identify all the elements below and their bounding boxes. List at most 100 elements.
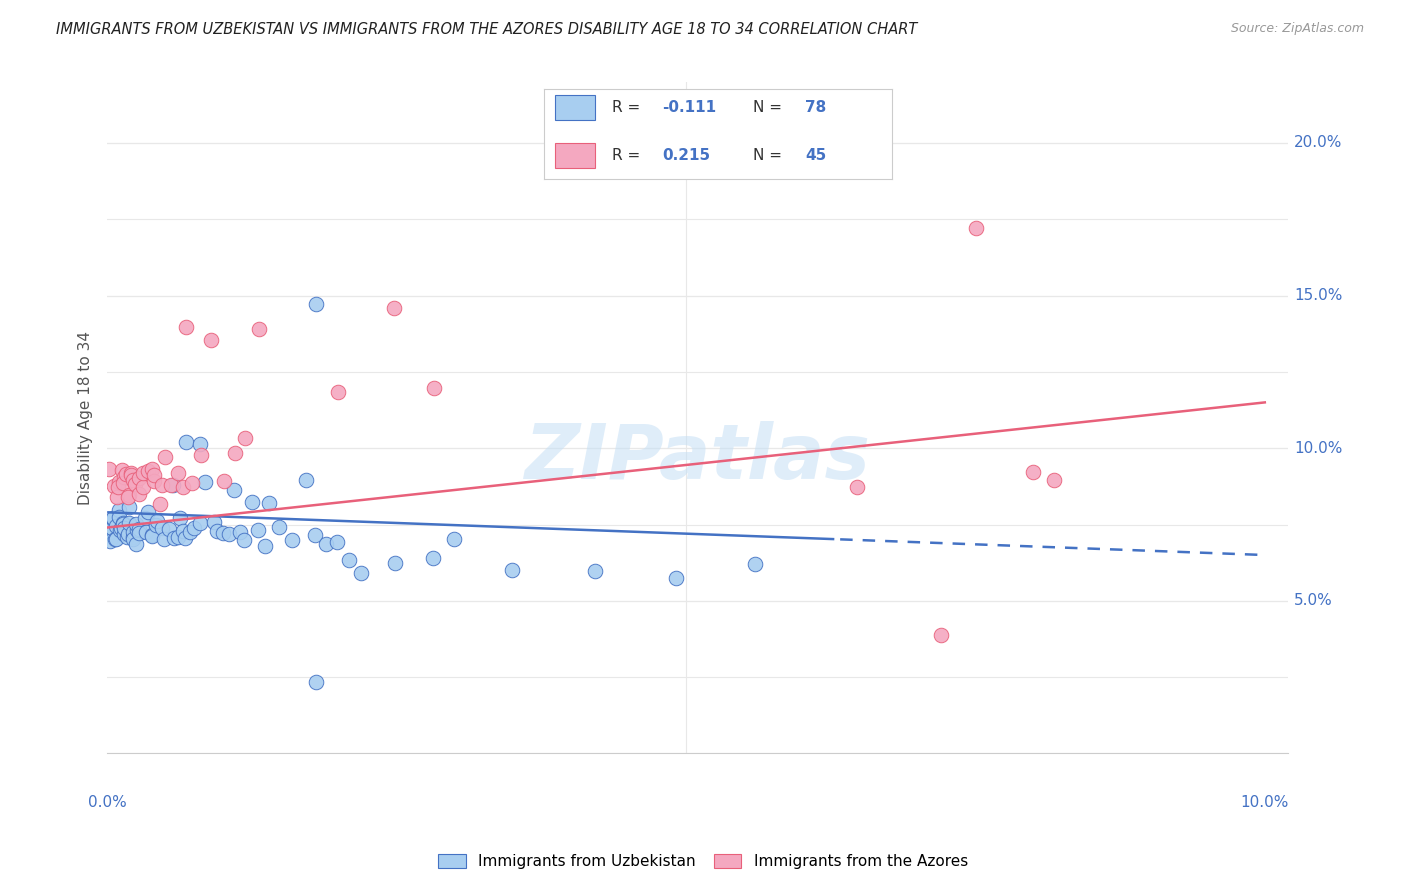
Point (112, 470, 135, 484)
Point (155, 450, 177, 465)
Point (146, 514, 169, 528)
Y-axis label: Disability Age 18 to 34: Disability Age 18 to 34 (79, 331, 93, 505)
Point (188, 516, 211, 531)
Point (384, 556, 406, 570)
Point (136, 464, 159, 478)
Point (134, 510, 156, 524)
Point (110, 463, 132, 477)
Point (112, 526, 135, 541)
Point (105, 519, 128, 533)
Point (124, 477, 146, 491)
Point (128, 471, 150, 485)
Point (181, 476, 204, 491)
Text: 10.0%: 10.0% (1240, 795, 1289, 810)
Point (125, 516, 148, 531)
Point (157, 522, 180, 536)
Point (253, 539, 276, 553)
Point (108, 524, 131, 538)
Point (190, 448, 212, 462)
Point (110, 520, 132, 534)
Point (163, 531, 186, 545)
Point (169, 510, 191, 524)
Text: IMMIGRANTS FROM UZBEKISTAN VS IMMIGRANTS FROM THE AZORES DISABILITY AGE 18 TO 34: IMMIGRANTS FROM UZBEKISTAN VS IMMIGRANTS… (56, 22, 918, 37)
Point (172, 480, 194, 494)
Point (107, 480, 129, 494)
Point (97, 462, 120, 476)
Point (127, 523, 149, 537)
Point (108, 502, 131, 516)
Point (136, 505, 159, 519)
Point (305, 297, 328, 311)
Point (118, 488, 141, 502)
Point (224, 483, 246, 497)
Point (257, 496, 280, 510)
Text: 5.0%: 5.0% (1294, 593, 1333, 608)
Point (103, 479, 125, 493)
Point (422, 381, 444, 395)
Point (295, 473, 318, 487)
Point (1043, 473, 1066, 487)
Point (202, 515, 225, 529)
Point (122, 530, 145, 544)
Point (149, 496, 172, 510)
Point (183, 521, 205, 535)
Point (132, 480, 155, 494)
Point (267, 520, 290, 534)
Point (247, 322, 270, 336)
Point (744, 557, 766, 571)
Point (966, 221, 988, 235)
Point (117, 490, 139, 504)
Point (128, 486, 150, 500)
Point (122, 532, 145, 546)
Point (117, 527, 139, 541)
Point (305, 675, 328, 690)
Point (174, 320, 197, 334)
Point (166, 530, 188, 544)
Point (121, 524, 143, 539)
Point (101, 521, 124, 535)
Point (152, 532, 174, 546)
Point (281, 533, 304, 548)
Point (229, 524, 252, 539)
Point (233, 431, 256, 445)
Point (121, 474, 143, 488)
Point (212, 474, 235, 488)
Point (172, 524, 194, 538)
Point (931, 628, 953, 642)
Point (212, 526, 235, 541)
Point (100, 525, 122, 540)
Point (112, 521, 135, 535)
Point (98, 533, 121, 548)
Point (103, 510, 125, 524)
Point (162, 477, 184, 491)
Point (174, 532, 197, 546)
Point (188, 436, 211, 450)
Point (150, 521, 173, 535)
Point (1022, 465, 1045, 479)
Point (179, 525, 201, 540)
Point (111, 475, 134, 490)
Point (150, 477, 173, 491)
Point (350, 566, 373, 580)
Point (111, 516, 134, 530)
Point (174, 435, 197, 450)
Point (337, 553, 360, 567)
Text: ZIPatlas: ZIPatlas (524, 421, 870, 495)
Point (326, 535, 349, 549)
Point (132, 467, 155, 481)
Point (108, 509, 131, 524)
Point (846, 480, 869, 494)
Point (112, 517, 135, 532)
Point (118, 500, 141, 514)
Point (501, 563, 523, 577)
Point (218, 527, 240, 541)
Point (103, 512, 125, 526)
Point (160, 478, 183, 492)
Point (128, 525, 150, 540)
Point (124, 537, 146, 551)
Point (117, 516, 139, 530)
Point (117, 530, 139, 544)
Point (143, 474, 166, 488)
Point (224, 446, 246, 460)
Point (382, 301, 405, 316)
